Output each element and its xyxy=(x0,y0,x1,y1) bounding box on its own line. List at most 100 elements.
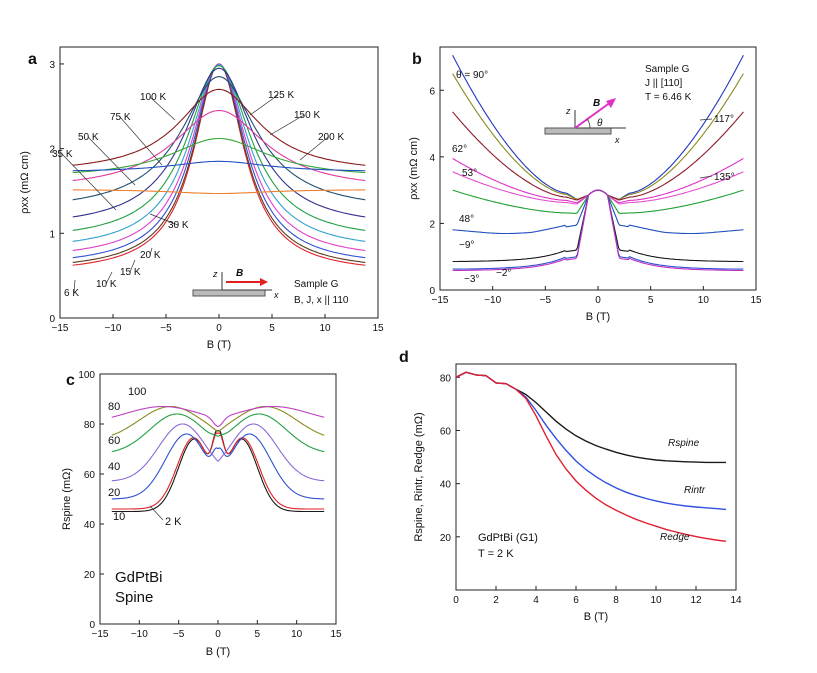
leader-line xyxy=(699,175,713,179)
angle-label: −3° xyxy=(464,274,479,285)
x-tick-label: 10 xyxy=(698,295,710,306)
x-tick-label: −10 xyxy=(484,295,501,306)
leader-line xyxy=(269,114,305,136)
temperature-label: 20 xyxy=(108,487,120,499)
x-tick-label: 10 xyxy=(291,629,303,640)
y-tick-label: 40 xyxy=(84,520,96,531)
leader-line xyxy=(299,136,329,161)
leader-line xyxy=(61,153,117,211)
x-axis-label: B (T) xyxy=(207,339,231,351)
leader-line xyxy=(119,116,163,166)
field-arrowhead xyxy=(260,278,268,286)
series-line-5 xyxy=(111,405,325,436)
series-line-6 xyxy=(111,405,325,427)
material-label: GdPtBi (G1) xyxy=(478,532,538,544)
x-tick-label: 8 xyxy=(613,595,619,606)
series-line-4 xyxy=(72,64,366,242)
y-tick-label: 1 xyxy=(49,229,55,240)
leader-line xyxy=(87,136,136,186)
series-line-3 xyxy=(72,63,366,252)
x-tick-label: 0 xyxy=(216,323,222,334)
series-line-3 xyxy=(452,158,744,204)
series-line-9 xyxy=(452,189,744,272)
inset-b-label: B xyxy=(593,98,600,109)
angle-label: 117° xyxy=(714,114,734,125)
leader-line xyxy=(73,279,76,294)
y-axis-label: ρxx (mΩ cm) xyxy=(408,137,420,200)
field-arrowhead xyxy=(606,98,616,108)
sample-label: Sample G xyxy=(645,64,690,75)
temperature-label: 100 xyxy=(128,386,146,398)
series-line-12 xyxy=(72,189,366,195)
y-axis-label: ρxx (mΩ cm) xyxy=(19,151,31,214)
y-tick-label: 100 xyxy=(78,370,95,381)
direction-label: B, J, x || 110 xyxy=(294,295,349,306)
x-tick-label: 10 xyxy=(319,323,331,334)
series-line-6 xyxy=(72,67,366,218)
x-tick-label: 5 xyxy=(255,629,261,640)
x-tick-label: 15 xyxy=(330,629,342,640)
x-tick-label: 15 xyxy=(372,323,384,334)
series-line-5 xyxy=(72,65,366,231)
x-tick-label: −5 xyxy=(540,295,552,306)
temperature-label: 20 K xyxy=(140,250,161,261)
panel-d: 0 2 4 6 8 10 12 14 20 40 60 80 d B (T) Rspine, Rintr, … xyxy=(399,349,742,623)
temperature-label: 10 K xyxy=(96,279,117,290)
series-line-5 xyxy=(452,189,744,214)
material-label: GdPtBi xyxy=(115,569,163,586)
x-tick-label: 5 xyxy=(648,295,654,306)
series-line-11 xyxy=(72,160,366,172)
series-label: Rintr xyxy=(684,485,706,496)
x-axis-label: B (T) xyxy=(206,646,230,658)
leader-line xyxy=(249,94,279,116)
series-line-2 xyxy=(455,371,727,542)
series-line-6 xyxy=(452,189,744,235)
leader-line xyxy=(699,118,713,121)
inset-z-label: z xyxy=(565,106,571,116)
plot-frame xyxy=(59,46,379,319)
x-tick-label: 12 xyxy=(690,595,702,606)
angle-label: 62° xyxy=(452,144,467,155)
series-line-8 xyxy=(72,88,366,166)
y-tick-label: 20 xyxy=(440,533,452,544)
temperature-label: 30 K xyxy=(168,220,189,231)
angle-label: 53° xyxy=(462,168,477,179)
x-tick-label: 0 xyxy=(595,295,601,306)
y-tick-label: 3 xyxy=(49,60,55,71)
series-line-7 xyxy=(72,76,366,201)
x-axis-label: B (T) xyxy=(584,611,608,623)
series-line-0 xyxy=(72,63,366,266)
series-line-1 xyxy=(111,432,325,510)
x-tick-label: −5 xyxy=(160,323,172,334)
leader-line xyxy=(149,96,176,121)
x-tick-label: 4 xyxy=(533,595,539,606)
x-tick-label: −10 xyxy=(105,323,122,334)
x-tick-label: 0 xyxy=(215,629,221,640)
x-tick-label: −15 xyxy=(92,629,109,640)
x-tick-label: 10 xyxy=(650,595,662,606)
x-tick-label: −15 xyxy=(432,295,449,306)
temperature-label: 2 K xyxy=(165,516,182,528)
x-tick-label: 5 xyxy=(269,323,275,334)
x-tick-label: −15 xyxy=(52,323,69,334)
y-tick-label: 2 xyxy=(49,145,55,156)
y-tick-label: 60 xyxy=(84,470,96,481)
inset-x-label: x xyxy=(273,290,279,300)
temperature-label: 60 xyxy=(108,435,120,447)
series-line-7 xyxy=(452,189,744,263)
temperature-label: 200 K xyxy=(318,132,344,143)
x-tick-label: 6 xyxy=(573,595,579,606)
inset-x-label: x xyxy=(614,135,620,145)
x-tick-label: 15 xyxy=(750,295,762,306)
panel-letter: d xyxy=(399,349,409,366)
y-tick-label: 2 xyxy=(429,219,435,230)
series-line-3 xyxy=(111,423,325,482)
inset-theta-label: θ xyxy=(597,118,603,129)
y-tick-label: 80 xyxy=(84,420,96,431)
temperature-label: 35 K xyxy=(52,149,73,160)
leader-line xyxy=(149,505,164,521)
panel-b: −15 −10 −5 0 5 10 15 0 2 4 6 b B (T) ρxx (mΩ cm) Sampl… xyxy=(408,46,762,323)
temperature-label: 100 K xyxy=(140,92,166,103)
